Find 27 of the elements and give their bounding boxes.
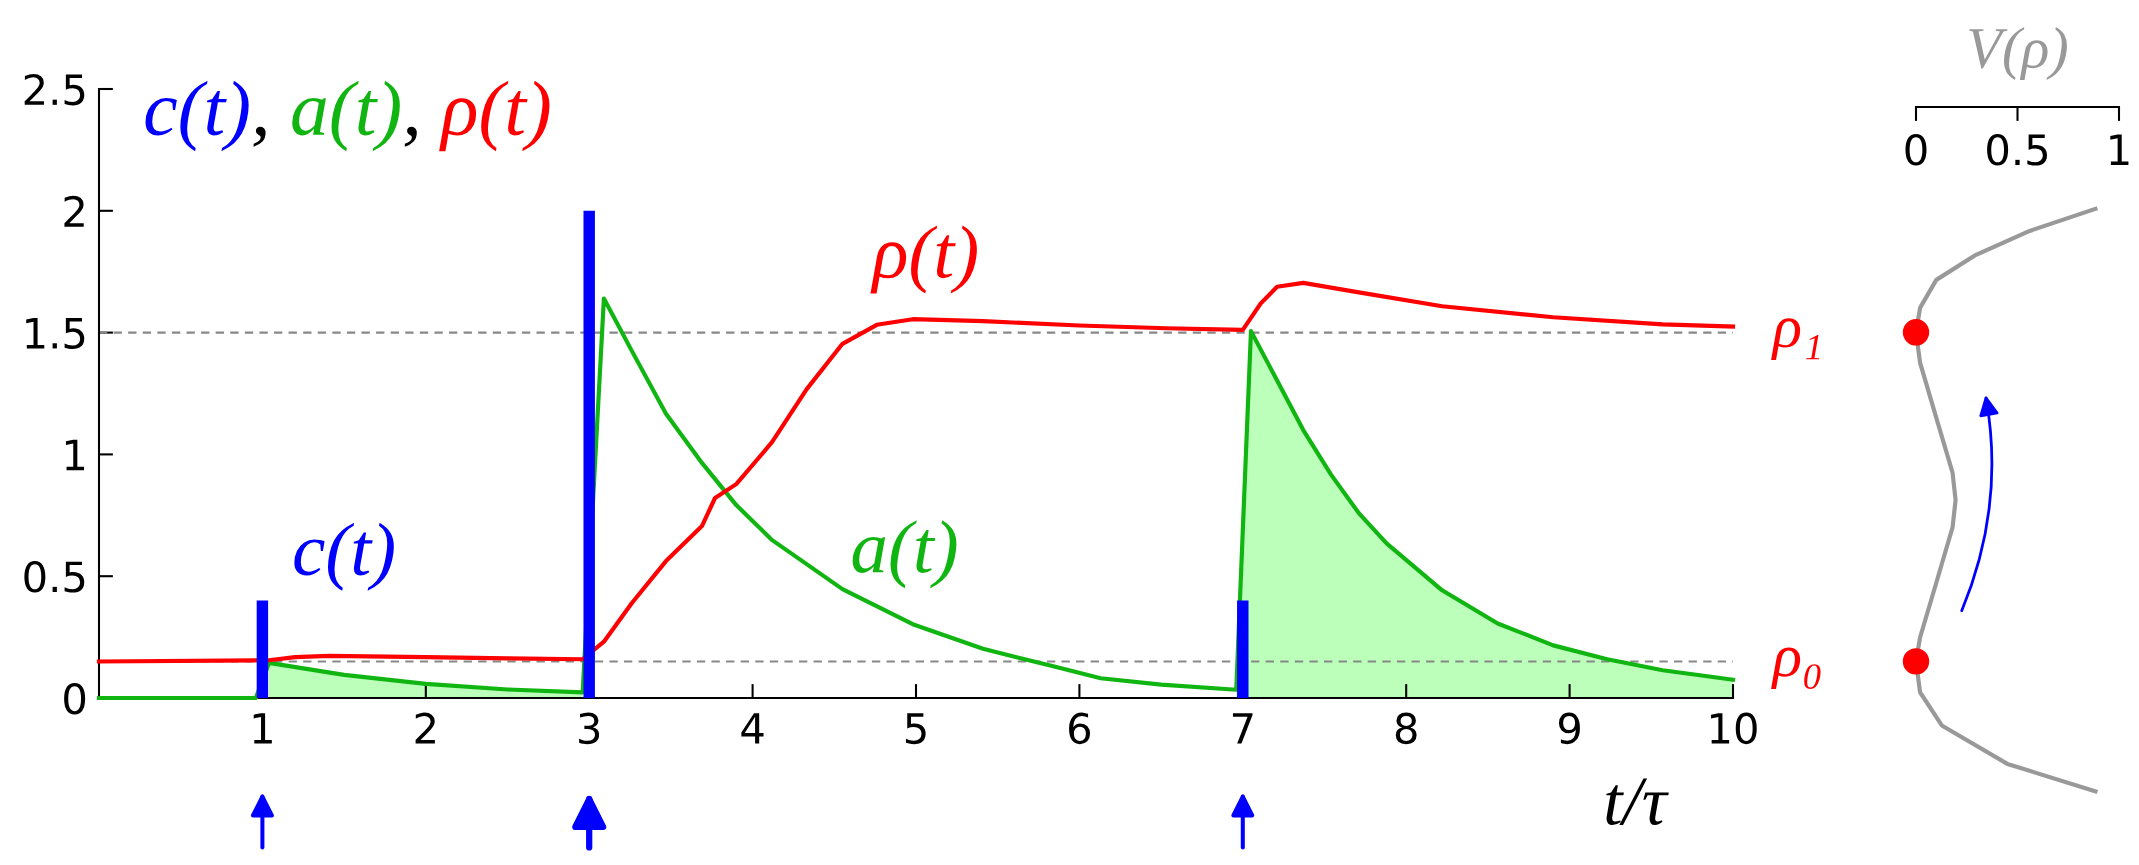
- x-tick-label: 8: [1395, 712, 1417, 745]
- x-axis-title: V(ρ): [1969, 27, 2067, 80]
- x-tick-label: 5: [905, 713, 926, 745]
- x-tick-label: 0: [1905, 134, 1927, 166]
- y-tick-label: 0: [64, 682, 86, 715]
- y-tick-label: 0.5: [24, 561, 85, 593]
- y-tick-label: 2: [64, 195, 84, 227]
- x-tick-label: 4: [741, 713, 764, 744]
- series-label: c(t): [294, 522, 394, 591]
- series-label: ρ(t): [870, 225, 977, 294]
- x-tick-label: 7: [1232, 713, 1253, 744]
- y-tick-label: 1.5: [26, 318, 85, 350]
- y-tick-label: 1: [65, 439, 85, 471]
- y-tick-label: 2.5: [24, 73, 85, 106]
- text: ρ₁: [1771, 318, 1820, 361]
- x-tick-label: 1: [253, 713, 272, 744]
- series-label: a(t): [852, 520, 957, 589]
- text: ρ₀: [1771, 647, 1821, 690]
- x-tick-label: 1: [2110, 134, 2129, 165]
- x-tick-label: 3: [579, 712, 600, 745]
- x-tick-label: 0.5: [1987, 134, 2047, 166]
- x-axis-title: t/τ: [1606, 778, 1669, 825]
- x-tick-label: 9: [1558, 712, 1580, 745]
- x-tick-label: 6: [1069, 712, 1091, 745]
- x-tick-label: 2: [415, 712, 435, 744]
- x-tick-label: 10: [1711, 712, 1757, 745]
- chart-title: c(t), a(t), ρ(t): [145, 80, 550, 152]
